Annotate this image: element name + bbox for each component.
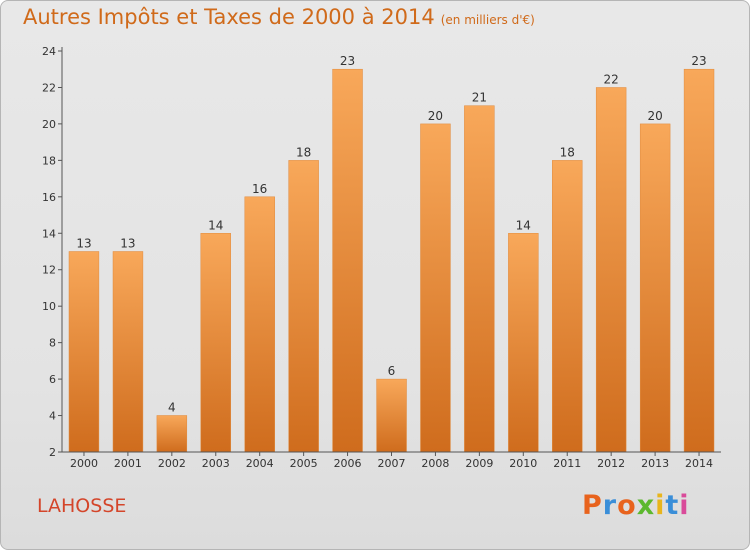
x-tick-label-2005: 2005 [290,457,318,470]
bar-2011 [552,160,583,453]
x-tick-label-2010: 2010 [509,457,537,470]
data-label-2013: 20 [647,109,662,123]
bar-2009 [464,105,495,453]
y-tick-label: 12 [42,264,56,277]
data-label-2001: 13 [120,237,135,251]
data-label-2005: 18 [296,145,311,159]
x-tick-label-2000: 2000 [70,457,98,470]
data-label-2003: 14 [208,218,223,232]
logo-letter: i [655,490,666,521]
x-tick-label-2002: 2002 [158,457,186,470]
logo-letter: o [617,490,637,521]
data-label-2012: 22 [604,72,619,86]
data-label-2011: 18 [560,145,575,159]
x-tick-label-2001: 2001 [114,457,142,470]
x-tick-label-2009: 2009 [465,457,493,470]
x-tick-label-2014: 2014 [685,457,713,470]
chart-title: Autres Impôts et Taxes de 2000 à 2014 [23,5,435,29]
y-tick-label: 8 [49,337,56,350]
bar-2013 [639,123,671,453]
y-tick-label: 18 [42,154,56,167]
data-label-2008: 20 [428,109,443,123]
bar-2000 [68,251,100,453]
data-label-2010: 14 [516,218,531,232]
y-tick-label: 10 [42,300,56,313]
bar-2014 [683,68,715,453]
bar-2012 [595,87,627,453]
x-tick-label-2013: 2013 [641,457,669,470]
data-label-2002: 4 [168,401,176,415]
x-tick-label-2008: 2008 [421,457,449,470]
data-label-2014: 23 [691,54,706,68]
chart-title-block: Autres Impôts et Taxes de 2000 à 2014 (en… [23,5,535,29]
proxiti-logo: Proxiti [582,490,690,521]
bar-series: 13 13 4 14 16 18 23 6 20 21 14 18 22 20 23 [68,54,715,453]
logo-letter: i [679,490,690,521]
logo-letter: t [665,490,680,521]
y-tick-label: 16 [42,191,56,204]
y-tick-label: 6 [49,373,56,386]
data-label-2006: 23 [340,54,355,68]
y-tick-label: 22 [42,81,56,94]
x-tick-label-2012: 2012 [597,457,625,470]
x-tick-label-2007: 2007 [378,457,406,470]
bar-2005 [288,160,319,453]
logo-letter: x [636,490,656,521]
bar-2002 [156,415,188,453]
data-label-2009: 21 [472,91,487,105]
y-tick-label: 14 [42,227,56,240]
data-label-2007: 6 [388,364,396,378]
y-tick-label: 4 [49,410,56,423]
x-tick-label-2004: 2004 [246,457,274,470]
x-tick-label-2011: 2011 [553,457,581,470]
data-label-2000: 13 [76,237,91,251]
x-tick-label-2003: 2003 [202,457,230,470]
bar-2001 [112,251,144,453]
commune-name: LAHOSSE [37,495,127,517]
y-tick-label: 24 [42,45,56,58]
y-tick-label: 20 [42,118,56,131]
chart-subtitle: (en milliers d'€) [440,13,535,27]
bar-2004 [244,196,275,453]
bar-2007 [376,378,407,453]
x-tick-label-2006: 2006 [334,457,362,470]
bar-2010 [508,233,539,453]
data-label-2004: 16 [252,182,267,196]
logo-letter: r [602,490,618,521]
x-axis: 2000 2001 2002 2003 2004 2005 2006 2007 2008 2009… [62,451,721,470]
bar-2006 [332,68,363,453]
bar-2003 [200,233,231,453]
logo-letter: P [582,490,603,521]
bar-2008 [420,123,451,453]
y-tick-label: 2 [49,446,56,459]
